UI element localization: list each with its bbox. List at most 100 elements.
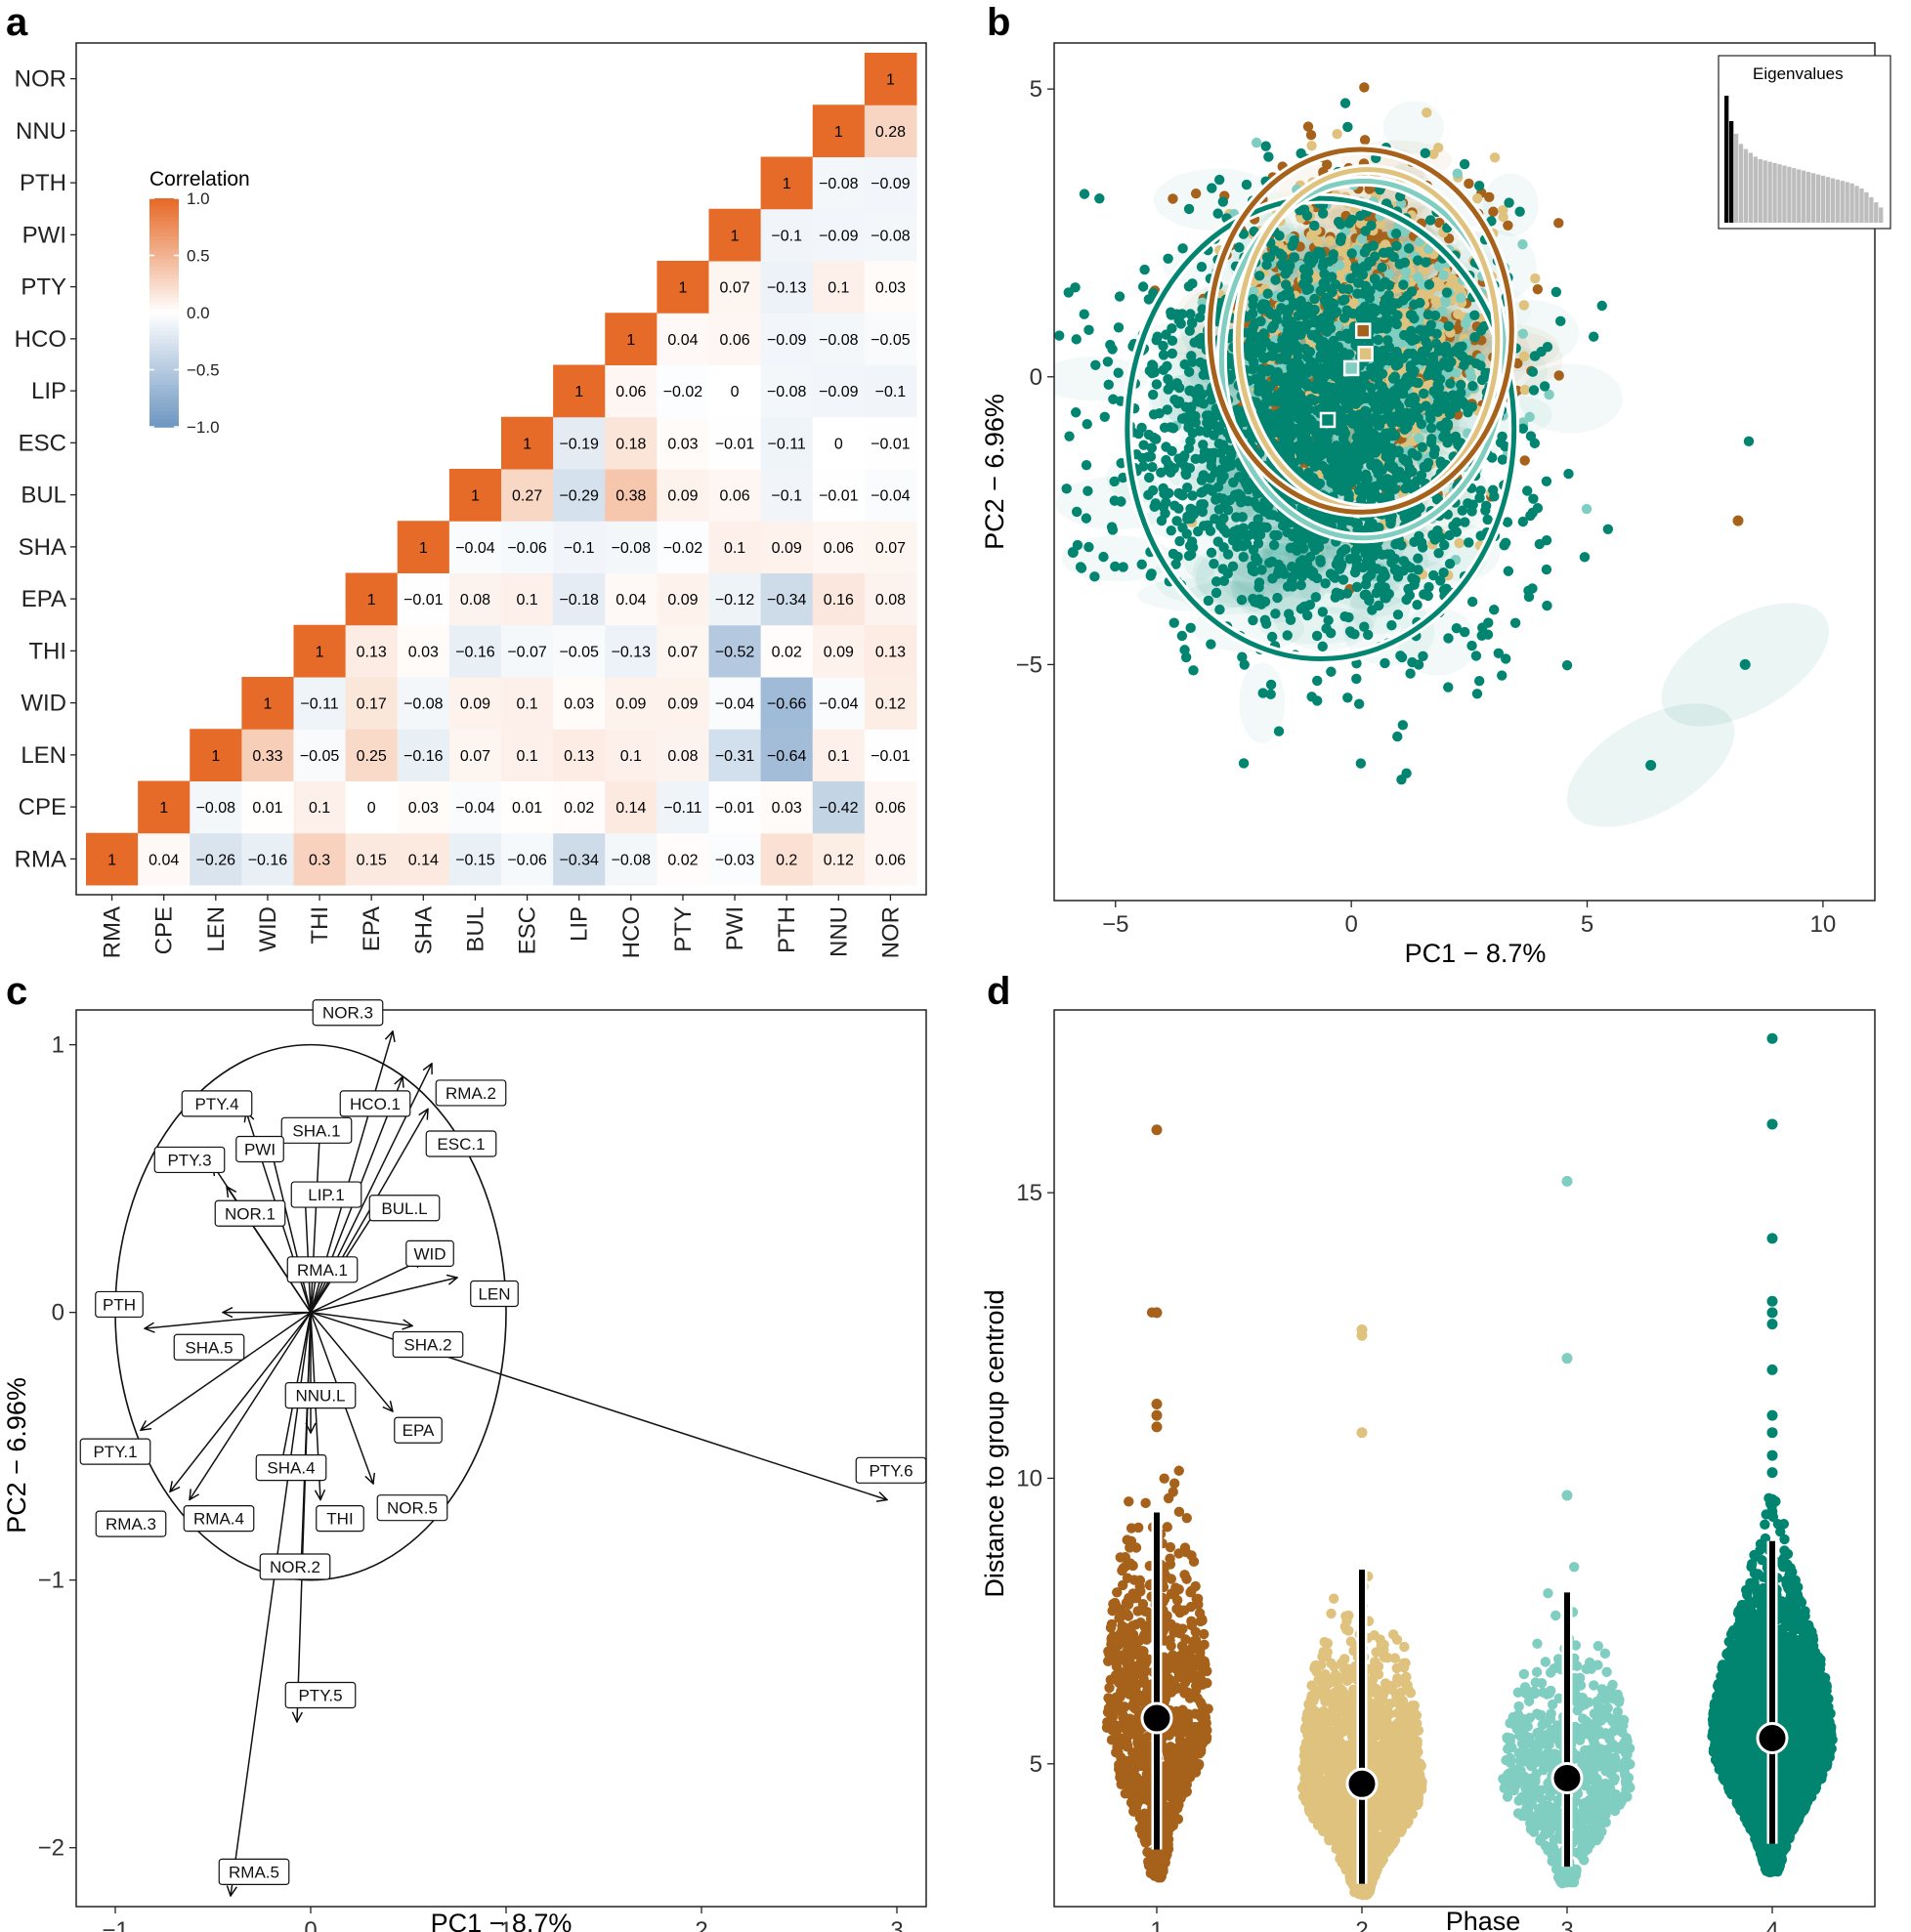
pca-point xyxy=(1383,269,1395,279)
heatmap-cell xyxy=(345,677,399,730)
heatmap-cell-value: −0.09 xyxy=(819,228,859,244)
pca-point xyxy=(1332,129,1342,140)
pca-point xyxy=(1367,396,1379,407)
pca-point xyxy=(1158,350,1169,360)
pca-point xyxy=(1203,595,1214,607)
heatmap-cell xyxy=(864,469,917,522)
pca-point xyxy=(1422,107,1432,118)
y-axis-title: PC2 − 6.96% xyxy=(2,1377,31,1533)
pca-point xyxy=(1473,675,1485,687)
heatmap-cell xyxy=(345,780,399,834)
heatmap-cell-value: −0.09 xyxy=(767,332,807,349)
heatmap-cell xyxy=(138,780,191,834)
colorbar-step xyxy=(149,385,179,390)
pca-point xyxy=(1299,272,1311,282)
pca-point xyxy=(1309,304,1320,315)
colorbar-step xyxy=(149,236,179,241)
pca-point xyxy=(1151,379,1163,390)
pca-point xyxy=(1170,559,1181,569)
pca-point xyxy=(1295,540,1307,551)
pca-point xyxy=(1206,455,1217,467)
pca-point xyxy=(1334,354,1344,364)
pca-point xyxy=(1596,300,1607,312)
heatmap-cell xyxy=(708,364,762,418)
heatmap-cell-value: −0.26 xyxy=(196,852,236,868)
pca-point xyxy=(1390,330,1401,342)
heatmap-cell xyxy=(605,624,658,678)
eigenvalue-bar xyxy=(1874,202,1879,223)
pca-point xyxy=(1147,462,1158,473)
eigenvalue-bar xyxy=(1815,174,1821,223)
loading-label-box xyxy=(95,1510,167,1537)
loading-label: RMA.3 xyxy=(106,1515,156,1533)
pca-point xyxy=(1425,438,1437,448)
heatmap-cell-value: −0.13 xyxy=(767,280,807,297)
pca-point xyxy=(1433,320,1445,332)
heatmap-cell-value: 0.09 xyxy=(667,696,698,713)
heatmap-cell-value: −0.01 xyxy=(819,488,859,505)
loading-arrow xyxy=(272,1152,312,1313)
loading-label: EPA xyxy=(403,1421,435,1440)
pca-point xyxy=(1269,529,1280,541)
pca-point xyxy=(1339,294,1350,305)
pca-point xyxy=(1361,475,1372,486)
pca-point xyxy=(1083,324,1094,336)
pca-point xyxy=(1384,549,1396,560)
heatmap-cell xyxy=(553,364,606,418)
pca-point xyxy=(1113,367,1124,378)
heatmap-cell-value: 1 xyxy=(886,72,895,89)
correlation-legend: Correlation 1.00.50.0−0.5−1.0 xyxy=(149,168,250,437)
pca-point xyxy=(1404,590,1416,601)
pca-point xyxy=(1488,206,1499,217)
pca-point xyxy=(1497,454,1508,465)
pca-point xyxy=(1322,308,1334,319)
pca-point xyxy=(1372,564,1382,574)
pca-point xyxy=(1197,506,1209,518)
pca-point xyxy=(1477,622,1488,633)
colorbar-step xyxy=(149,347,179,352)
pca-point xyxy=(1466,401,1478,412)
pca-point xyxy=(1071,334,1082,345)
pca-point xyxy=(1342,121,1353,133)
y-axis-title: PC2 − 6.96% xyxy=(980,394,1009,550)
heatmap-cell-value: −0.01 xyxy=(715,436,755,452)
pca-point xyxy=(1221,484,1233,495)
pca-point xyxy=(1527,507,1539,518)
heatmap-cell-value: −0.1 xyxy=(771,488,802,505)
eigenvalue-bar xyxy=(1840,181,1845,223)
pca-point xyxy=(1261,260,1272,271)
heatmap-cell-value: −0.1 xyxy=(771,228,802,244)
pca-point xyxy=(1161,329,1171,340)
pca-point xyxy=(1270,609,1281,619)
pca-point xyxy=(1274,231,1285,241)
pca-point xyxy=(1277,520,1289,531)
x-tick-label: NOR xyxy=(877,906,904,958)
heatmap-cell xyxy=(864,208,917,262)
pca-point xyxy=(1379,320,1389,331)
loading-arrow xyxy=(310,1312,393,1411)
heatmap-cell-value: −0.08 xyxy=(403,696,444,713)
pca-point xyxy=(1190,410,1201,422)
loading-label: PTY.1 xyxy=(93,1443,137,1461)
pca-point xyxy=(1185,385,1196,396)
pca-scatter-panel: −5 0 5 10−505 Eigenvalues PC1 − 8.7% PC2 − … xyxy=(980,42,1891,968)
pca-point xyxy=(1168,548,1179,560)
heatmap-cell xyxy=(605,677,658,730)
heatmap-cell-value: −0.01 xyxy=(871,748,911,765)
loading-label: RMA.4 xyxy=(193,1510,244,1529)
eigenvalue-bar xyxy=(1797,169,1802,223)
heatmap-cell-value: −0.08 xyxy=(196,800,236,817)
pca-point xyxy=(1268,320,1279,331)
pca-point xyxy=(1253,581,1264,593)
pca-point xyxy=(1306,692,1317,702)
pca-point xyxy=(1418,651,1428,661)
loading-label-box xyxy=(218,1858,290,1885)
heatmap-cell-value: 0.13 xyxy=(357,644,387,660)
heatmap-cell xyxy=(501,416,554,470)
pca-point xyxy=(1202,425,1212,437)
y-tick-label: 5 xyxy=(1030,76,1042,103)
heatmap-cell-value: −0.1 xyxy=(564,540,595,557)
pca-point xyxy=(1514,206,1525,217)
heatmap-cell xyxy=(708,624,762,678)
x-tick-label: PTY xyxy=(670,906,697,952)
